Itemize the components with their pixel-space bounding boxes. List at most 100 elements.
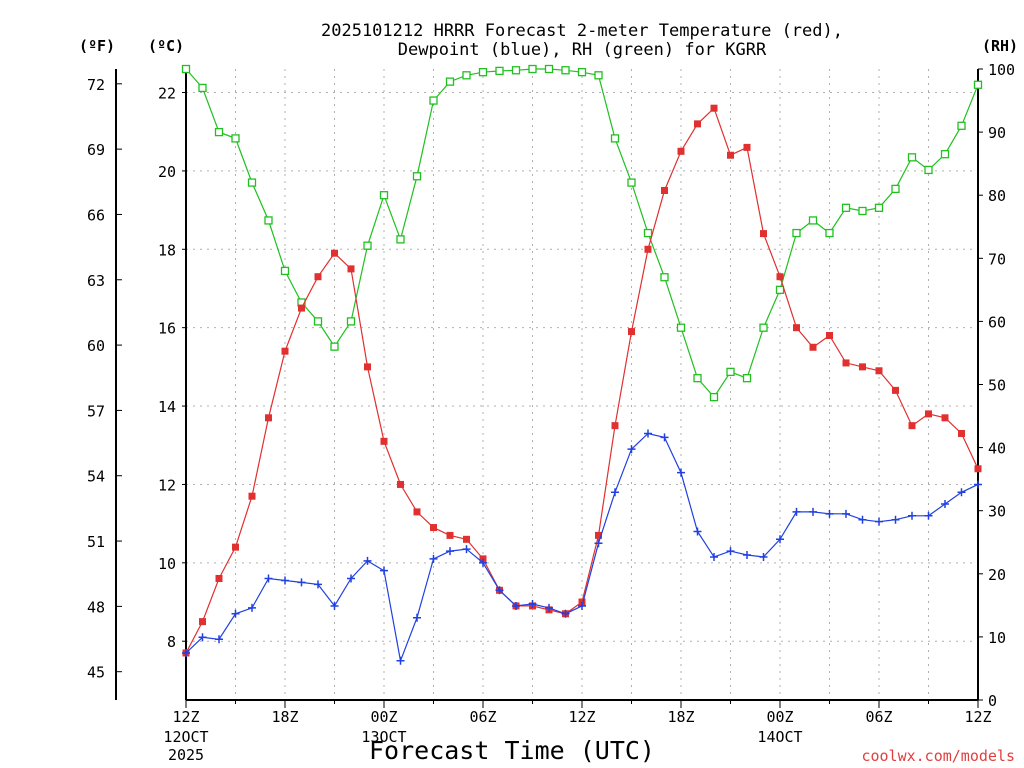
- dewpoint-point: [792, 507, 801, 516]
- temperature-point: [380, 437, 388, 445]
- dewpoint-point: [776, 535, 784, 544]
- dewpoint-point: [396, 656, 405, 665]
- rh-point: [462, 71, 471, 80]
- x-tick-label: 06Z: [865, 708, 892, 726]
- rh-tick-label: 100: [988, 61, 1015, 79]
- dewpoint-point: [314, 580, 322, 589]
- temperature-point: [743, 143, 751, 151]
- temperature-point: [859, 363, 866, 371]
- temperature-point: [364, 363, 371, 371]
- rh-unit-label: (RH): [982, 37, 1018, 55]
- temperature-point: [628, 328, 635, 336]
- temperature-point: [463, 535, 470, 543]
- fahrenheit-tick-label: 60: [87, 337, 105, 355]
- rh-point: [742, 374, 752, 383]
- rh-tick-label: 20: [988, 566, 1006, 584]
- dewpoint-point: [545, 603, 553, 612]
- rh-point: [247, 178, 257, 187]
- x-tick-label: 06Z: [469, 708, 496, 726]
- dewpoint-point: [594, 539, 603, 548]
- temperature-point: [595, 531, 602, 539]
- fahrenheit-tick-label: 66: [87, 206, 105, 224]
- fahrenheit-tick-label: 54: [87, 468, 105, 486]
- temperature-point: [776, 273, 784, 281]
- temperature-point: [331, 249, 338, 257]
- grid-lines: [186, 69, 978, 700]
- rh-point: [412, 172, 422, 181]
- fahrenheit-tick-label: 69: [87, 141, 105, 159]
- rh-tick-label: 60: [988, 313, 1006, 331]
- celsius-unit-label: (ºC): [148, 37, 184, 55]
- rh-point: [396, 235, 405, 244]
- temperature-point: [314, 273, 322, 281]
- dewpoint-point: [264, 574, 273, 583]
- dewpoint-point: [330, 601, 339, 610]
- rh-point: [676, 323, 686, 332]
- rh-point: [594, 71, 603, 80]
- rh-point: [346, 317, 356, 326]
- temperature-point: [215, 575, 223, 583]
- dewpoint-point: [842, 509, 850, 518]
- temperature-point: [199, 618, 206, 626]
- data-series: [181, 64, 983, 665]
- celsius-tick-label: 20: [158, 163, 176, 181]
- fahrenheit-tick-label: 63: [87, 272, 105, 290]
- fahrenheit-tick-label: 57: [87, 402, 105, 420]
- celsius-tick-label: 14: [158, 398, 176, 416]
- dewpoint-point: [231, 609, 240, 618]
- rh-point: [907, 153, 917, 162]
- chart-title-line-2: Dewpoint (blue), RH (green) for KGRR: [398, 40, 767, 60]
- fahrenheit-unit-label: (ºF): [79, 37, 115, 55]
- temperature-point: [842, 359, 850, 367]
- x-date-label: 14OCT: [757, 728, 802, 746]
- dewpoint-point: [479, 558, 487, 567]
- dewpoint-point: [726, 547, 735, 556]
- temperature-point: [446, 531, 454, 539]
- dewpoint-point: [693, 527, 702, 536]
- celsius-tick-label: 12: [158, 476, 176, 494]
- dewpoint-point: [924, 511, 933, 520]
- x-tick-label: 12Z: [568, 708, 595, 726]
- dewpoint-point: [363, 556, 372, 565]
- dewpoint-point: [446, 547, 454, 556]
- temperature-point: [397, 480, 404, 488]
- source-credit: coolwx.com/models: [861, 747, 1015, 765]
- fahrenheit-tick-label: 45: [87, 664, 105, 682]
- dewpoint-point: [941, 500, 949, 509]
- x-axis-title: Forecast Time (UTC): [369, 736, 655, 765]
- dewpoint-point: [891, 515, 900, 524]
- temperature-point: [298, 304, 305, 312]
- dewpoint-point: [198, 633, 207, 642]
- dewpoint-point: [875, 517, 883, 526]
- rh-tick-label: 50: [988, 377, 1006, 395]
- temperature-point: [694, 120, 701, 128]
- dewpoint-point: [957, 488, 966, 497]
- x-date-label: 13OCT: [361, 728, 406, 746]
- dewpoint-point: [182, 648, 190, 657]
- dewpoint-point: [677, 468, 685, 477]
- celsius-tick-label: 10: [158, 555, 176, 573]
- rh-point: [429, 96, 438, 105]
- temperature-point: [661, 186, 668, 194]
- rh-point: [627, 178, 636, 187]
- temperature-point: [430, 524, 437, 532]
- rh-point: [280, 266, 290, 276]
- dewpoint-point: [215, 635, 223, 644]
- rh-tick-label: 80: [988, 187, 1006, 205]
- rh-tick-label: 70: [988, 250, 1006, 268]
- rh-point: [379, 191, 389, 200]
- rh-point: [726, 367, 735, 377]
- dewpoint-point: [809, 507, 817, 516]
- rh-point: [198, 83, 207, 93]
- dewpoint-point: [297, 578, 306, 587]
- rh-point: [363, 241, 372, 250]
- dewpoint-point: [578, 601, 586, 610]
- temperature-point: [347, 265, 355, 273]
- fahrenheit-tick-label: 72: [87, 76, 105, 94]
- rh-series: [181, 64, 983, 402]
- rh-point: [264, 216, 273, 225]
- rh-tick-label: 30: [988, 503, 1006, 521]
- dewpoint-point: [462, 545, 471, 554]
- temperature-point: [413, 508, 421, 516]
- celsius-tick-label: 22: [158, 85, 176, 103]
